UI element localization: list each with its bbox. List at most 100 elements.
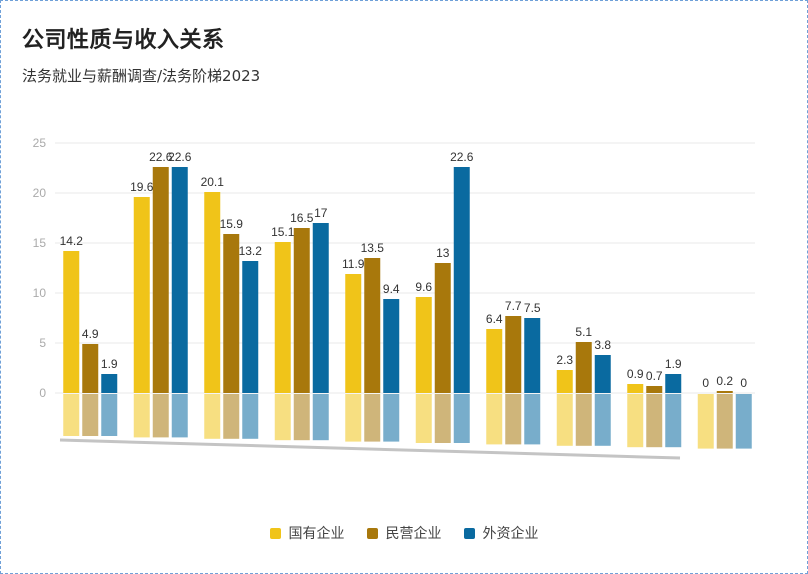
legend-item-state-owned[interactable]: 国有企业 [269, 523, 345, 543]
bar-reflection [171, 394, 188, 438]
bar-reflection [204, 394, 221, 439]
y-tick-label: 10 [33, 286, 47, 300]
bar-private[interactable] [575, 342, 592, 393]
data-label: 1.9 [101, 357, 118, 371]
bar-foreign[interactable] [171, 167, 188, 393]
bar-private[interactable] [434, 263, 451, 393]
bar-reflection [486, 394, 503, 445]
bar-reflection [133, 394, 150, 438]
bar-state_owned[interactable] [204, 192, 221, 393]
bar-reflection [697, 394, 714, 449]
grid-lines [55, 142, 755, 394]
bar-reflection [345, 394, 362, 442]
bar-reflection [293, 394, 310, 441]
bar-state_owned[interactable] [345, 274, 362, 393]
bar-state_owned[interactable] [415, 297, 432, 393]
y-tick-label: 25 [33, 136, 47, 150]
data-label: 13 [436, 246, 450, 260]
data-label: 17 [314, 206, 328, 220]
bar-state_owned[interactable] [627, 384, 644, 393]
bar-state_owned[interactable] [486, 329, 503, 393]
bar-reflection [242, 394, 259, 439]
data-label: 15.9 [220, 217, 244, 231]
bar-private[interactable] [152, 167, 169, 393]
data-label: 0.7 [646, 369, 663, 383]
y-tick-label: 15 [33, 236, 47, 250]
bar-reflections [59, 394, 752, 460]
data-label: 9.4 [383, 282, 400, 296]
data-label: 13.5 [361, 241, 385, 255]
bar-reflection [716, 394, 733, 449]
data-label: 6.4 [486, 312, 503, 326]
bar-reflection [101, 394, 118, 436]
data-label: 19.6 [130, 180, 154, 194]
bar-reflection [594, 394, 611, 446]
bar-reflection [434, 394, 451, 443]
data-label: 15.1 [271, 225, 295, 239]
bar-state_owned[interactable] [133, 197, 150, 393]
data-label: 0.2 [716, 374, 733, 388]
data-label: 0.9 [627, 367, 644, 381]
bar-foreign[interactable] [453, 167, 470, 393]
bar-reflection [152, 394, 169, 438]
data-label: 13.2 [239, 244, 263, 258]
legend-swatch-private [366, 527, 378, 539]
legend-item-private[interactable]: 民营企业 [366, 523, 442, 543]
bar-private[interactable] [82, 344, 99, 393]
bar-reflection [415, 394, 432, 443]
data-label: 7.7 [505, 299, 522, 313]
y-tick-label: 0 [39, 386, 46, 400]
y-tick-label: 20 [33, 186, 47, 200]
data-label: 0 [702, 376, 709, 390]
bar-reflection [524, 394, 541, 445]
bar-foreign[interactable] [524, 318, 541, 393]
legend: 国有企业 民营企业 外资企业 [0, 523, 808, 543]
data-label: 14.2 [60, 234, 84, 248]
legend-label-foreign: 外资企业 [482, 526, 539, 542]
data-label: 1.9 [665, 357, 682, 371]
data-label: 22.6 [149, 150, 173, 164]
bar-reflection [453, 394, 470, 443]
bar-reflection [383, 394, 400, 442]
data-label: 7.5 [524, 301, 541, 315]
data-label: 20.1 [201, 175, 225, 189]
chart-subtitle: 法务就业与薪酬调查/法务阶梯2023 [22, 67, 261, 85]
bar-reflection [274, 394, 291, 441]
bar-private[interactable] [505, 316, 522, 393]
bar-private[interactable] [716, 391, 733, 393]
data-label: 2.3 [556, 353, 573, 367]
bar-reflection [505, 394, 522, 445]
bar-private[interactable] [293, 228, 310, 393]
chart-title: 公司性质与收入关系 [22, 28, 225, 53]
bar-foreign[interactable] [665, 374, 682, 393]
bar-foreign[interactable] [594, 355, 611, 393]
bar-reflection [364, 394, 381, 442]
bar-state_owned[interactable] [274, 242, 291, 393]
floor-shadow [59, 438, 681, 460]
y-axis: 0 5 10 15 20 25 [33, 136, 47, 400]
bar-private[interactable] [223, 234, 240, 393]
data-label: 0 [740, 376, 747, 390]
data-label: 9.6 [415, 280, 432, 294]
data-label: 5.1 [575, 325, 592, 339]
bar-reflection [63, 394, 80, 436]
data-label: 4.9 [82, 327, 99, 341]
legend-item-foreign[interactable]: 外资企业 [463, 523, 539, 543]
data-label: 22.6 [168, 150, 192, 164]
bar-reflection [223, 394, 240, 439]
bar-foreign[interactable] [101, 374, 118, 393]
legend-swatch-state-owned [269, 527, 281, 539]
bar-private[interactable] [364, 258, 381, 393]
bar-private[interactable] [646, 386, 663, 393]
bar-foreign[interactable] [242, 261, 259, 393]
bar-state_owned[interactable] [63, 251, 80, 393]
legend-label-private: 民营企业 [385, 526, 442, 542]
bar-reflection [556, 394, 573, 446]
data-label: 3.8 [594, 338, 611, 352]
bar-state_owned[interactable] [556, 370, 573, 393]
bar-foreign[interactable] [383, 299, 400, 393]
bar-reflection [627, 394, 644, 448]
bar-foreign[interactable] [312, 223, 329, 393]
bar-reflection [82, 394, 99, 436]
